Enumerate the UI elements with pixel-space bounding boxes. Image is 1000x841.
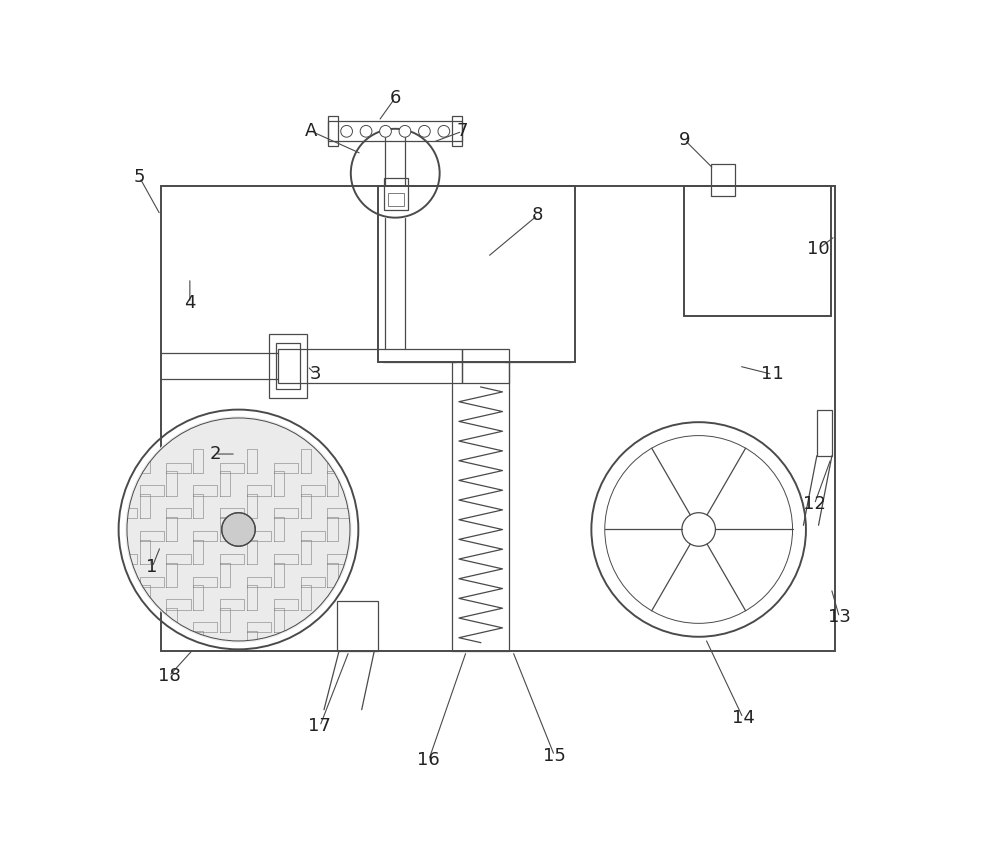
Text: 18: 18 bbox=[158, 667, 180, 685]
Bar bbox=[817, 410, 832, 456]
Bar bbox=[328, 121, 462, 141]
Bar bbox=[161, 186, 835, 651]
Bar bbox=[462, 349, 509, 383]
Circle shape bbox=[341, 125, 352, 137]
Bar bbox=[384, 178, 408, 210]
Text: 9: 9 bbox=[679, 130, 690, 149]
Bar bbox=[328, 116, 338, 146]
Text: 8: 8 bbox=[532, 206, 543, 225]
Bar bbox=[684, 186, 831, 315]
Text: 11: 11 bbox=[761, 365, 784, 383]
Text: 17: 17 bbox=[308, 717, 331, 735]
Circle shape bbox=[419, 125, 430, 137]
Bar bbox=[388, 193, 404, 206]
Bar bbox=[452, 116, 462, 146]
Text: 14: 14 bbox=[732, 709, 755, 727]
Bar bbox=[276, 342, 300, 389]
Text: 10: 10 bbox=[807, 240, 830, 257]
Text: 6: 6 bbox=[390, 89, 401, 107]
Text: 12: 12 bbox=[803, 495, 826, 513]
Bar bbox=[378, 186, 575, 362]
Text: 2: 2 bbox=[209, 445, 221, 463]
Bar bbox=[337, 600, 378, 651]
Text: 5: 5 bbox=[134, 168, 145, 187]
Text: 15: 15 bbox=[543, 747, 566, 764]
Bar bbox=[452, 362, 509, 651]
Text: 16: 16 bbox=[417, 751, 440, 769]
Circle shape bbox=[125, 416, 352, 643]
Circle shape bbox=[222, 513, 255, 547]
Bar bbox=[711, 164, 735, 196]
Text: 1: 1 bbox=[146, 558, 158, 576]
Circle shape bbox=[399, 125, 411, 137]
Text: 4: 4 bbox=[184, 294, 196, 312]
Text: A: A bbox=[305, 122, 318, 140]
Bar bbox=[278, 349, 462, 383]
Text: 3: 3 bbox=[310, 365, 321, 383]
Circle shape bbox=[380, 125, 391, 137]
Text: 13: 13 bbox=[828, 609, 851, 627]
Circle shape bbox=[360, 125, 372, 137]
Bar bbox=[269, 334, 307, 398]
Text: 7: 7 bbox=[457, 122, 468, 140]
Circle shape bbox=[438, 125, 450, 137]
